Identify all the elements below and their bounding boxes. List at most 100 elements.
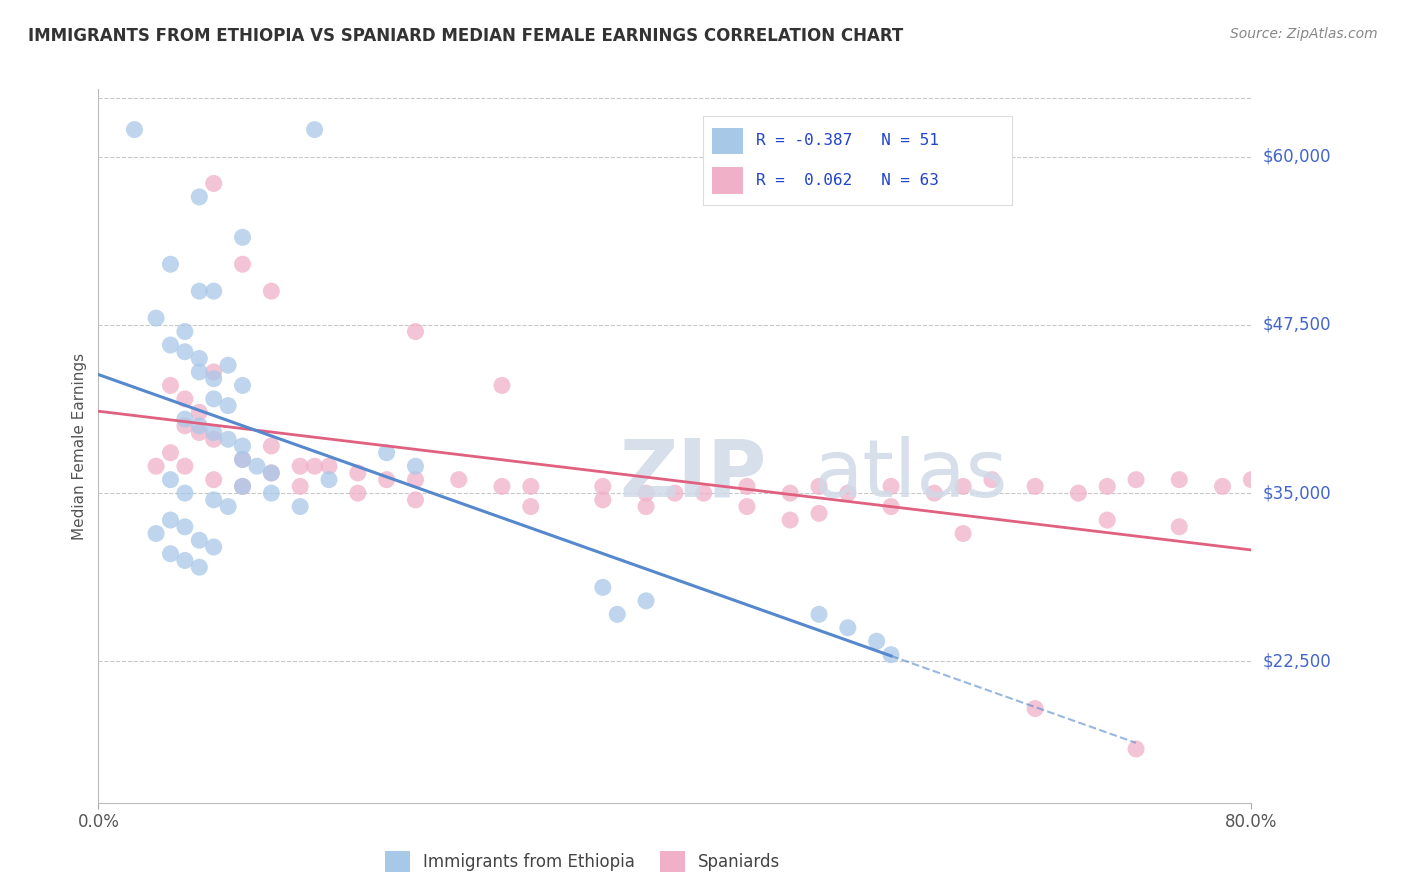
Point	[1024, 479, 1046, 493]
Point	[807, 479, 830, 493]
Point	[664, 486, 686, 500]
Point	[188, 418, 211, 433]
Point	[202, 365, 225, 379]
Point	[231, 257, 254, 271]
Point	[188, 560, 211, 574]
Point	[636, 594, 658, 608]
Point	[174, 520, 197, 534]
Point	[1168, 520, 1191, 534]
Point	[231, 452, 254, 467]
Text: $22,500: $22,500	[1263, 652, 1331, 671]
Point	[1067, 486, 1090, 500]
Point	[188, 365, 211, 379]
Point	[405, 325, 427, 339]
Text: $35,000: $35,000	[1263, 484, 1331, 502]
Point	[202, 372, 225, 386]
Point	[159, 378, 181, 392]
Point	[491, 378, 513, 392]
Point	[290, 479, 312, 493]
Text: $47,500: $47,500	[1263, 316, 1331, 334]
Point	[405, 473, 427, 487]
Point	[159, 473, 181, 487]
Point	[318, 473, 340, 487]
Point	[952, 479, 974, 493]
Point	[159, 446, 181, 460]
Point	[837, 621, 859, 635]
Point	[779, 513, 801, 527]
Point	[188, 284, 211, 298]
Point	[520, 479, 543, 493]
Point	[231, 452, 254, 467]
Text: ZIP: ZIP	[620, 435, 768, 514]
Point	[159, 513, 181, 527]
Point	[491, 479, 513, 493]
Point	[159, 547, 181, 561]
Point	[1097, 479, 1119, 493]
Point	[188, 351, 211, 366]
Point	[304, 122, 326, 136]
Point	[174, 392, 197, 406]
Point	[290, 459, 312, 474]
Point	[606, 607, 628, 622]
Point	[1125, 473, 1147, 487]
Point	[202, 177, 225, 191]
Point	[1212, 479, 1234, 493]
Point	[202, 492, 225, 507]
Point	[290, 500, 312, 514]
Y-axis label: Median Female Earnings: Median Female Earnings	[72, 352, 87, 540]
Point	[202, 432, 225, 446]
Point	[145, 459, 167, 474]
Point	[866, 634, 889, 648]
Text: atlas: atlas	[813, 435, 1008, 514]
Point	[260, 486, 283, 500]
Legend: Immigrants from Ethiopia, Spaniards: Immigrants from Ethiopia, Spaniards	[377, 843, 789, 880]
Point	[188, 533, 211, 548]
Point	[922, 486, 945, 500]
Point	[346, 466, 368, 480]
Bar	[713, 167, 744, 194]
Point	[188, 190, 211, 204]
Point	[693, 486, 716, 500]
Point	[260, 284, 283, 298]
Point	[145, 526, 167, 541]
Point	[217, 399, 239, 413]
Point	[1097, 513, 1119, 527]
Point	[260, 466, 283, 480]
Point	[735, 479, 758, 493]
Point	[217, 432, 239, 446]
Point	[304, 459, 326, 474]
Point	[231, 479, 254, 493]
Text: R =  0.062   N = 63: R = 0.062 N = 63	[755, 173, 938, 187]
Point	[202, 473, 225, 487]
Point	[174, 412, 197, 426]
Point	[124, 122, 146, 136]
Point	[159, 257, 181, 271]
Point	[1125, 742, 1147, 756]
Point	[159, 338, 181, 352]
Point	[174, 418, 197, 433]
Point	[981, 473, 1004, 487]
Point	[880, 479, 903, 493]
Point	[1024, 701, 1046, 715]
Point	[174, 325, 197, 339]
Point	[202, 425, 225, 440]
Point	[217, 500, 239, 514]
Point	[318, 459, 340, 474]
Point	[1168, 473, 1191, 487]
Point	[405, 492, 427, 507]
Point	[405, 459, 427, 474]
Point	[174, 486, 197, 500]
Point	[174, 459, 197, 474]
Point	[217, 358, 239, 372]
Text: Source: ZipAtlas.com: Source: ZipAtlas.com	[1230, 27, 1378, 41]
Point	[202, 284, 225, 298]
Point	[880, 648, 903, 662]
Point	[880, 500, 903, 514]
Point	[231, 439, 254, 453]
Point	[188, 425, 211, 440]
Point	[636, 486, 658, 500]
Text: R = -0.387   N = 51: R = -0.387 N = 51	[755, 134, 938, 148]
Point	[735, 500, 758, 514]
Point	[837, 486, 859, 500]
Point	[447, 473, 470, 487]
